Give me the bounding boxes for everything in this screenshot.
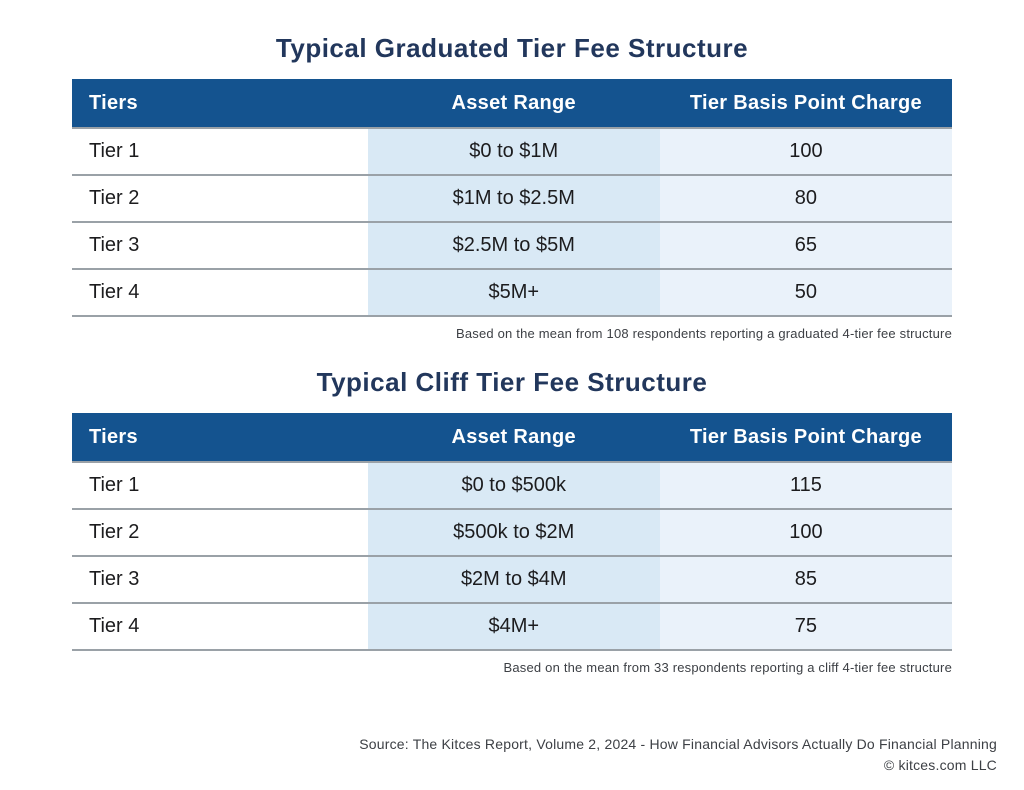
table-row: Tier 4 $5M+ 50 [72,268,952,317]
table-row: Tier 3 $2M to $4M 85 [72,555,952,603]
asset-range-cell: $0 to $1M [367,127,660,175]
table-row: Tier 3 $2.5M to $5M 65 [72,221,952,269]
source-attribution: Source: The Kitces Report, Volume 2, 202… [359,734,997,776]
source-line: Source: The Kitces Report, Volume 2, 202… [359,736,997,752]
graduated-table-footnote: Based on the mean from 108 respondents r… [455,326,952,341]
tier-cell: Tier 1 [72,127,368,175]
column-header-tiers: Tiers [72,79,368,128]
tier-cell: Tier 4 [72,268,368,317]
basis-point-cell: 80 [659,174,952,222]
basis-point-cell: 75 [659,602,952,651]
table-row: Tier 1 $0 to $500k 115 [72,461,952,509]
tier-cell: Tier 2 [72,174,368,222]
table-row: Tier 1 $0 to $1M 100 [72,127,952,175]
table-row: Tier 2 $1M to $2.5M 80 [72,174,952,222]
cliff-table-title: Typical Cliff Tier Fee Structure [316,367,708,397]
cliff-table-footnote: Based on the mean from 33 respondents re… [503,660,952,675]
asset-range-cell: $1M to $2.5M [367,174,660,222]
basis-point-cell: 100 [659,127,952,175]
asset-range-cell: $2.5M to $5M [367,221,660,269]
column-header-asset-range: Asset Range [367,413,660,462]
table-header-row: Tiers Asset Range Tier Basis Point Charg… [72,413,952,462]
table-header-row: Tiers Asset Range Tier Basis Point Charg… [72,79,952,128]
tier-cell: Tier 3 [72,555,368,603]
basis-point-cell: 100 [659,508,952,556]
asset-range-cell: $2M to $4M [367,555,660,603]
tier-cell: Tier 1 [72,461,368,509]
basis-point-cell: 65 [659,221,952,269]
table-row: Tier 4 $4M+ 75 [72,602,952,651]
tier-cell: Tier 2 [72,508,368,556]
column-header-basis-point: Tier Basis Point Charge [659,413,952,462]
graduated-fee-table: Tiers Asset Range Tier Basis Point Charg… [72,79,952,317]
cliff-fee-table: Tiers Asset Range Tier Basis Point Charg… [72,413,952,651]
column-header-basis-point: Tier Basis Point Charge [659,79,952,128]
graduated-table-title: Typical Graduated Tier Fee Structure [275,33,749,63]
column-header-tiers: Tiers [72,413,368,462]
basis-point-cell: 115 [659,461,952,509]
asset-range-cell: $500k to $2M [367,508,660,556]
basis-point-cell: 50 [659,268,952,317]
basis-point-cell: 85 [659,555,952,603]
column-header-asset-range: Asset Range [367,79,660,128]
asset-range-cell: $4M+ [367,602,660,651]
asset-range-cell: $5M+ [367,268,660,317]
table-row: Tier 2 $500k to $2M 100 [72,508,952,556]
tier-cell: Tier 4 [72,602,368,651]
asset-range-cell: $0 to $500k [367,461,660,509]
copyright-line: © kitces.com LLC [883,757,997,773]
tier-cell: Tier 3 [72,221,368,269]
